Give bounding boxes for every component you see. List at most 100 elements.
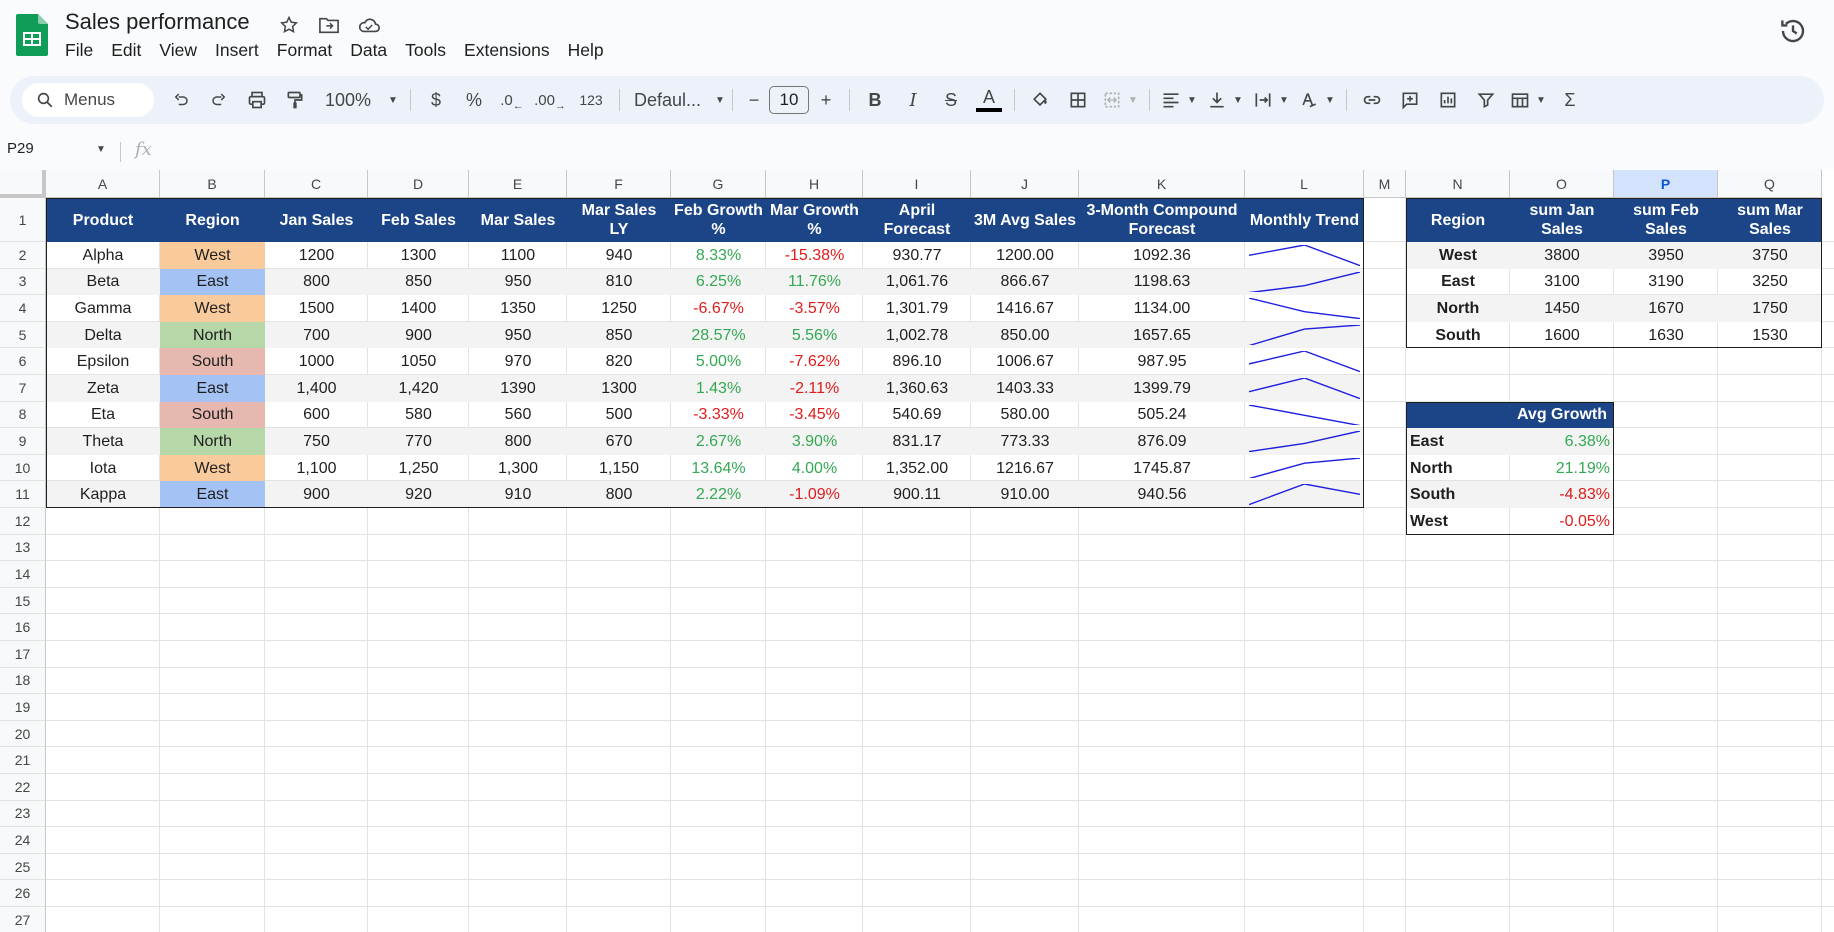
data-cell[interactable]: 930.77 bbox=[892, 246, 942, 264]
star-icon[interactable] bbox=[276, 12, 302, 38]
bold-button[interactable]: B bbox=[868, 89, 882, 110]
data-cell[interactable]: 900.11 bbox=[863, 481, 971, 508]
avg-growth-value-cell[interactable]: 21.19% bbox=[1555, 459, 1610, 477]
data-cell[interactable]: 6.25% bbox=[671, 268, 766, 296]
data-cell[interactable]: 580.00 bbox=[1000, 406, 1050, 424]
region-cell[interactable]: West bbox=[160, 295, 265, 322]
data-cell[interactable]: 1745.87 bbox=[1133, 459, 1191, 477]
data-cell[interactable]: 1006.67 bbox=[996, 353, 1054, 371]
data-cell[interactable]: 700 bbox=[265, 321, 368, 349]
data-cell[interactable]: -3.33% bbox=[693, 406, 744, 424]
data-cell[interactable]: 560 bbox=[504, 406, 532, 424]
region-cell[interactable]: West bbox=[160, 454, 265, 482]
data-cell[interactable]: -7.62% bbox=[789, 353, 840, 371]
column-header-e[interactable]: E bbox=[469, 170, 567, 198]
data-cell[interactable]: 1,420 bbox=[368, 375, 469, 402]
column-header-n[interactable]: N bbox=[1406, 170, 1510, 198]
pivot-value-cell[interactable]: 1750 bbox=[1718, 295, 1822, 322]
zoom-select[interactable]: 100% bbox=[314, 83, 382, 117]
menu-insert[interactable]: Insert bbox=[214, 40, 259, 60]
decrease-decimal-button[interactable]: .0 ← bbox=[493, 83, 531, 117]
document-title[interactable]: Sales performance bbox=[65, 9, 250, 34]
data-cell[interactable]: -1.09% bbox=[766, 481, 863, 508]
data-cell[interactable]: 810 bbox=[567, 268, 671, 296]
merge-cells-icon[interactable]: ▼ bbox=[1097, 83, 1143, 117]
print-icon[interactable] bbox=[238, 83, 276, 117]
pivot-value-cell[interactable]: 3800 bbox=[1510, 242, 1614, 269]
data-cell[interactable]: 3.90% bbox=[766, 428, 863, 455]
data-cell[interactable]: 910.00 bbox=[971, 481, 1079, 508]
data-cell[interactable]: 920 bbox=[368, 481, 469, 508]
table-header-cell[interactable]: Mar Sales bbox=[469, 198, 567, 242]
data-cell[interactable]: 1500 bbox=[298, 299, 335, 317]
row-header-14[interactable]: 14 bbox=[0, 561, 46, 588]
avg-growth-value-cell[interactable]: 6.38% bbox=[1510, 428, 1614, 455]
data-cell[interactable]: 1403.33 bbox=[971, 375, 1079, 402]
text-rotation-icon[interactable]: ▼ bbox=[1294, 83, 1340, 117]
product-cell[interactable]: Gamma bbox=[74, 299, 132, 317]
menu-view[interactable]: View bbox=[159, 40, 197, 60]
product-cell[interactable]: Beta bbox=[46, 268, 160, 296]
format-percent-button[interactable]: % bbox=[465, 89, 482, 110]
row-header-10[interactable]: 10 bbox=[0, 454, 46, 482]
region-cell[interactable]: South bbox=[160, 348, 265, 375]
column-header-q[interactable]: Q bbox=[1718, 170, 1822, 198]
region-cell[interactable]: West bbox=[160, 242, 265, 269]
column-header-c[interactable]: C bbox=[265, 170, 368, 198]
row-header-9[interactable]: 9 bbox=[0, 428, 46, 455]
data-cell[interactable]: 940.56 bbox=[1079, 481, 1245, 508]
data-cell[interactable]: 800 bbox=[265, 268, 368, 296]
pivot-region-cell[interactable]: West bbox=[1406, 242, 1510, 269]
pivot-value-cell[interactable]: 3750 bbox=[1718, 242, 1822, 269]
pivot-value-cell[interactable]: 3950 bbox=[1614, 242, 1718, 269]
row-header-20[interactable]: 20 bbox=[0, 720, 46, 748]
table-header-cell[interactable]: Jan Sales bbox=[265, 198, 368, 242]
product-cell[interactable]: Eta bbox=[90, 406, 115, 424]
row-header-16[interactable]: 16 bbox=[0, 614, 46, 641]
product-cell[interactable]: Zeta bbox=[46, 375, 160, 402]
data-cell[interactable]: 850 bbox=[567, 321, 671, 349]
name-box[interactable]: P29 bbox=[7, 140, 34, 157]
table-header-cell[interactable]: 3M Avg Sales bbox=[971, 198, 1079, 242]
data-cell[interactable]: 2.67% bbox=[671, 428, 766, 455]
data-cell[interactable]: 1657.65 bbox=[1079, 321, 1245, 349]
undo-icon[interactable] bbox=[162, 83, 200, 117]
data-cell[interactable]: 1300 bbox=[567, 375, 671, 402]
font-size-decrease-button[interactable]: − bbox=[748, 89, 760, 110]
data-cell[interactable]: 1,150 bbox=[598, 459, 640, 477]
row-header-27[interactable]: 27 bbox=[0, 907, 46, 932]
product-cell[interactable]: Iota bbox=[89, 459, 117, 477]
row-header-18[interactable]: 18 bbox=[0, 667, 46, 695]
column-header-b[interactable]: B bbox=[160, 170, 265, 198]
row-header-24[interactable]: 24 bbox=[0, 827, 46, 854]
paint-format-icon[interactable] bbox=[276, 83, 314, 117]
zoom-dropdown-icon[interactable]: ▼ bbox=[388, 94, 398, 106]
format-currency-button[interactable]: $ bbox=[430, 89, 441, 110]
strikethrough-button[interactable]: S bbox=[944, 89, 957, 110]
cloud-saved-icon[interactable] bbox=[356, 12, 382, 38]
table-header-cell[interactable]: Feb Sales bbox=[368, 198, 469, 242]
column-header-g[interactable]: G bbox=[671, 170, 766, 198]
data-cell[interactable]: 850.00 bbox=[971, 321, 1079, 349]
data-cell[interactable]: 1390 bbox=[469, 375, 567, 402]
data-cell[interactable]: 1399.79 bbox=[1079, 375, 1245, 402]
data-cell[interactable]: 13.64% bbox=[691, 459, 746, 477]
column-header-i[interactable]: I bbox=[863, 170, 971, 198]
pivot-region-cell[interactable]: East bbox=[1441, 273, 1475, 291]
data-cell[interactable]: 850 bbox=[368, 268, 469, 296]
data-cell[interactable]: 1416.67 bbox=[996, 299, 1054, 317]
row-header-19[interactable]: 19 bbox=[0, 694, 46, 721]
data-cell[interactable]: 770 bbox=[368, 428, 469, 455]
trend-cell[interactable] bbox=[1245, 428, 1364, 455]
data-cell[interactable]: 1,061.76 bbox=[863, 268, 971, 296]
row-header-1[interactable]: 1 bbox=[0, 198, 46, 242]
data-cell[interactable]: 1250 bbox=[601, 299, 637, 317]
data-cell[interactable]: 820 bbox=[605, 353, 633, 371]
data-cell[interactable]: 896.10 bbox=[892, 353, 942, 371]
row-header-15[interactable]: 15 bbox=[0, 587, 46, 615]
pivot-value-cell[interactable]: 1670 bbox=[1614, 295, 1718, 322]
trend-cell[interactable] bbox=[1245, 481, 1364, 508]
pivot-value-cell[interactable]: 1630 bbox=[1648, 326, 1684, 344]
data-cell[interactable]: 4.00% bbox=[791, 459, 838, 477]
data-cell[interactable]: 1400 bbox=[400, 299, 437, 317]
